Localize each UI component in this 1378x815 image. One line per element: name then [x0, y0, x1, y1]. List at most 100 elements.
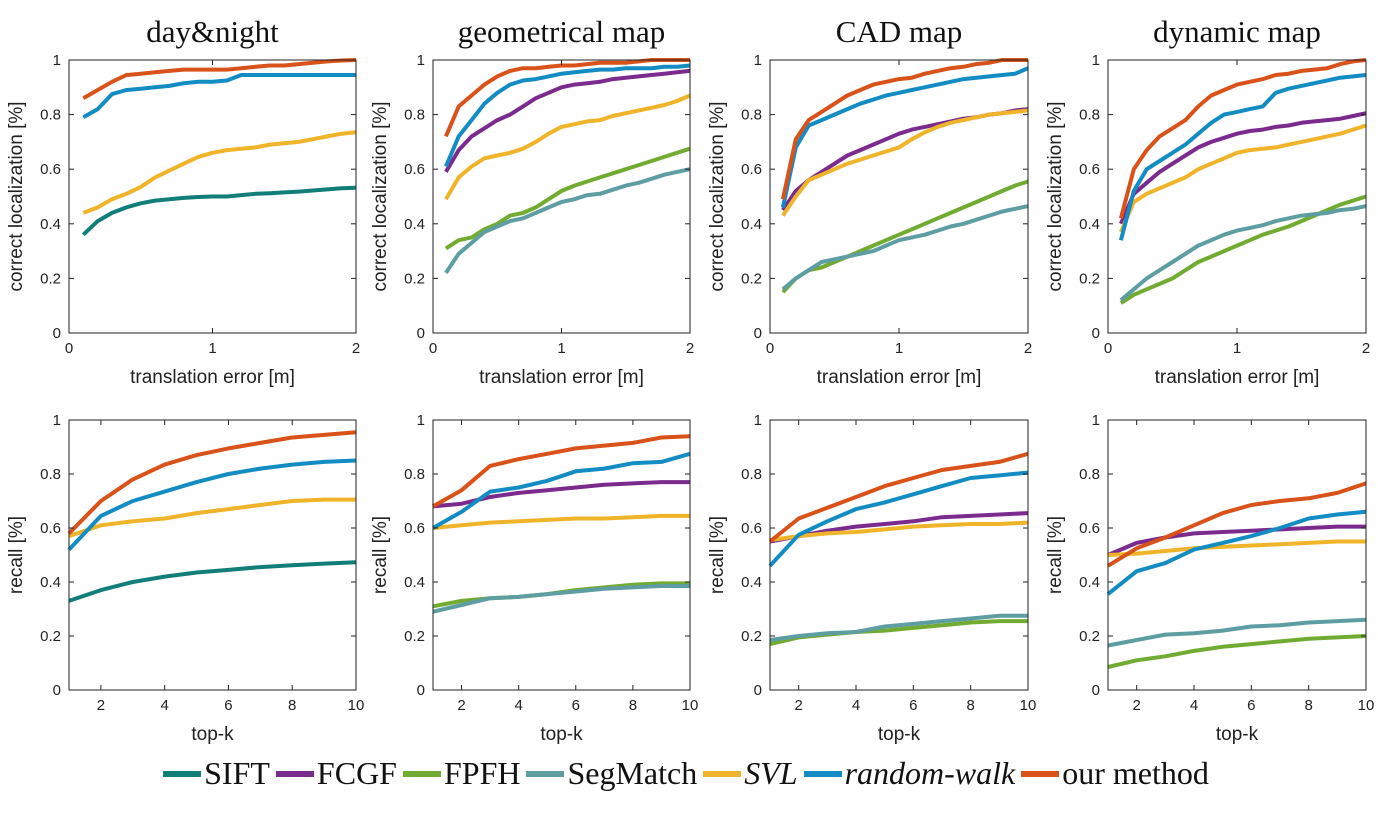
y-tick-label: 0.4	[741, 574, 762, 591]
y-tick-label: 0.8	[1079, 107, 1100, 124]
subplot-5: 0 0.2 0.4 0.6 0.8 1 2 4 6 8 10 top-k recall [%]	[6, 412, 364, 745]
series-line-svl	[82, 130, 357, 215]
x-tick-label: 10	[1020, 697, 1037, 714]
series-line-our-method	[780, 58, 1028, 200]
legend-label-segmatch: SegMatch	[567, 755, 698, 791]
x-axis-label: translation error [m]	[479, 367, 644, 388]
series-line-segmatch	[1107, 617, 1367, 648]
legend-item-fcgf: FCGF	[275, 755, 397, 792]
series-line-sift	[81, 185, 357, 237]
x-tick-label: 0	[766, 340, 774, 357]
x-axis-label: translation error [m]	[130, 367, 295, 388]
legend-label-sift: SIFT	[204, 755, 270, 791]
y-tick-label: 0	[53, 325, 61, 342]
x-tick-label: 6	[909, 697, 917, 714]
series-line-fcgf	[444, 68, 691, 173]
y-tick-label: 0.4	[404, 574, 425, 591]
y-tick-label: 1	[53, 412, 61, 429]
y-tick-label: 0.8	[1079, 466, 1100, 483]
legend-swatch-svl	[703, 770, 742, 777]
legend-label-our-method: our method	[1062, 755, 1209, 791]
legend-swatch-random-walk	[803, 770, 842, 777]
axes-frame	[1107, 59, 1367, 334]
series-line-sift	[68, 560, 357, 603]
legend-label-svl: SVL	[744, 755, 798, 791]
y-tick-label: 0.8	[741, 107, 762, 124]
series-line-svl	[1107, 539, 1366, 557]
subplot-7: 0 0.2 0.4 0.6 0.8 1 2 4 6 8 10 top-k recall [%]	[707, 412, 1036, 745]
series-line-segmatch	[444, 167, 691, 275]
x-tick-label: 8	[288, 697, 296, 714]
y-tick-label: 1	[1092, 52, 1100, 69]
x-tick-label: 2	[352, 340, 360, 357]
legend-item-our-method: our method	[1021, 755, 1209, 792]
y-tick-label: 0.4	[40, 574, 61, 591]
x-tick-label: 0	[429, 340, 437, 357]
series-line-segmatch	[432, 584, 690, 614]
series-line-segmatch	[769, 613, 1028, 642]
series-line-our-method	[82, 58, 357, 100]
y-tick-label: 0.8	[40, 107, 61, 124]
series-line-svl	[1119, 123, 1367, 233]
x-tick-label: 2	[686, 340, 694, 357]
series-line-random-walk	[444, 63, 691, 168]
series-line-svl	[444, 93, 691, 201]
x-tick-label: 6	[572, 697, 580, 714]
x-axis-label: top-k	[191, 724, 234, 745]
x-tick-label: 2	[1362, 340, 1370, 357]
series-line-fpfh	[444, 146, 691, 251]
x-tick-label: 1	[895, 340, 903, 357]
legend-item-fpfh: FPFH	[402, 755, 520, 792]
legend-label-fcgf: FCGF	[316, 755, 397, 791]
x-tick-label: 0	[1104, 340, 1112, 357]
axes-frame	[68, 419, 357, 691]
series-line-random-walk	[82, 73, 356, 120]
series-line-random-walk	[780, 66, 1029, 208]
y-tick-label: 0.8	[40, 466, 61, 483]
x-tick-label: 4	[852, 697, 860, 714]
subplot-6: 0 0.2 0.4 0.6 0.8 1 2 4 6 8 10 top-k recall [%]	[370, 412, 698, 745]
legend-item-svl: SVL	[703, 755, 798, 792]
y-tick-label: 0.2	[40, 628, 61, 645]
axes-frame	[1107, 419, 1367, 691]
y-tick-label: 1	[53, 52, 61, 69]
subplot-title: geometrical map	[458, 14, 665, 49]
y-tick-label: 0.4	[1079, 216, 1100, 233]
legend-label-random-walk: random-walk	[844, 755, 1016, 791]
series-line-random-walk	[768, 470, 1029, 568]
y-tick-label: 0.2	[1079, 270, 1100, 287]
subplot-4: 0 0.2 0.4 0.6 0.8 1 0 1 2 translation error [m] co…	[1045, 14, 1370, 388]
legend: SIFT FCGF FPFH SegMatch SVL random-walk …	[0, 755, 1378, 792]
y-axis-label: recall [%]	[6, 516, 27, 594]
series-line-random-walk	[432, 451, 691, 530]
x-tick-label: 2	[97, 697, 105, 714]
x-tick-label: 8	[629, 697, 637, 714]
series-line-segmatch	[1119, 204, 1367, 302]
series-line-our-method	[768, 451, 1029, 544]
y-tick-label: 0.8	[404, 466, 425, 483]
y-tick-label: 0	[754, 682, 762, 699]
y-axis-label: recall [%]	[707, 516, 728, 594]
legend-swatch-sift	[163, 770, 202, 777]
y-tick-label: 0	[417, 325, 425, 342]
y-tick-label: 0	[53, 682, 61, 699]
x-tick-label: 8	[1304, 697, 1312, 714]
series-line-our-method	[1106, 481, 1367, 568]
x-tick-label: 2	[457, 697, 465, 714]
y-axis-label: correct localization [%]	[370, 101, 391, 291]
y-tick-label: 0.8	[404, 107, 425, 124]
series-line-random-walk	[67, 458, 357, 551]
x-axis-label: translation error [m]	[817, 367, 982, 388]
subplot-3: 0 0.2 0.4 0.6 0.8 1 0 1 2 translation error [m] co…	[707, 14, 1032, 388]
series-line-svl	[781, 108, 1029, 217]
y-tick-label: 0.4	[741, 216, 762, 233]
y-tick-label: 0.8	[741, 466, 762, 483]
y-tick-label: 0.6	[741, 520, 762, 537]
series-line-our-method	[1118, 58, 1367, 219]
series-line-fpfh	[781, 179, 1029, 294]
x-axis-label: translation error [m]	[1155, 367, 1320, 388]
legend-item-random-walk: random-walk	[803, 755, 1016, 792]
x-axis-label: top-k	[540, 724, 583, 745]
y-tick-label: 1	[1092, 412, 1100, 429]
x-tick-label: 1	[557, 340, 565, 357]
